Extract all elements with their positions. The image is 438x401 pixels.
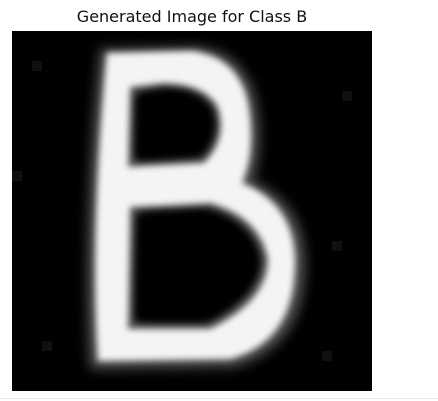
generated-image	[12, 31, 372, 391]
figure-title: Generated Image for Class B	[76, 7, 308, 26]
letter-counters	[136, 91, 258, 321]
letter-b-stroke	[95, 51, 295, 361]
bottom-divider	[0, 398, 438, 399]
letter-b-glyph-image	[12, 47, 352, 369]
background-noise	[12, 61, 352, 361]
